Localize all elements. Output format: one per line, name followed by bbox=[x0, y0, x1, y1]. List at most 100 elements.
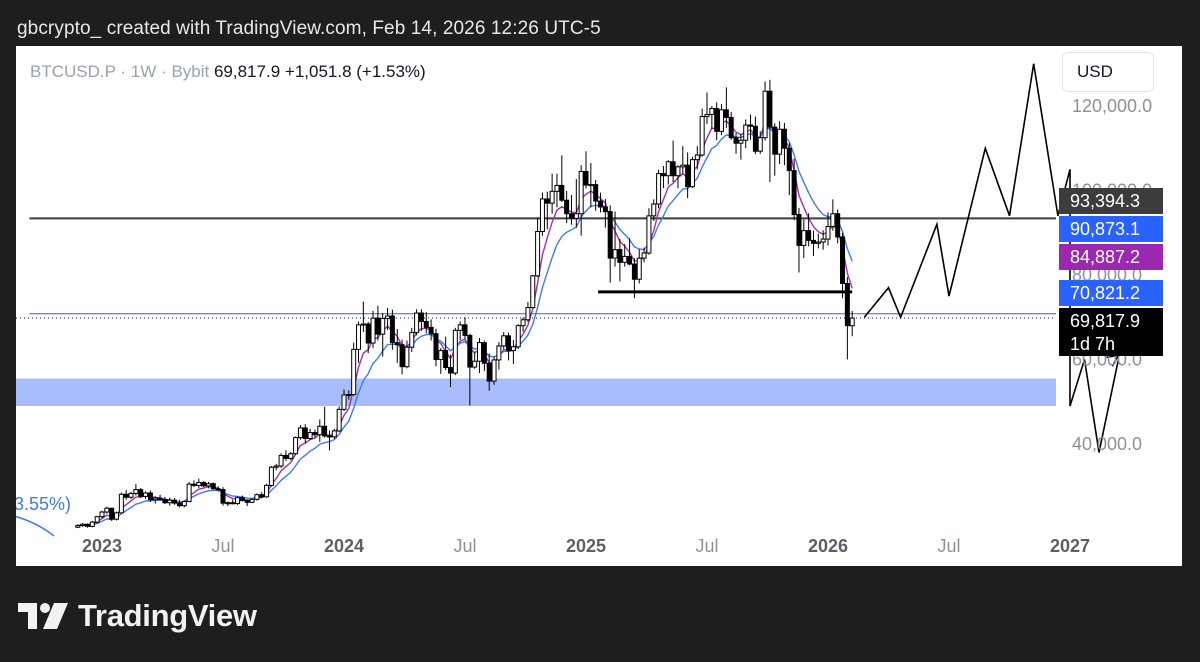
candle[interactable] bbox=[307, 428, 313, 440]
candle[interactable] bbox=[651, 199, 657, 221]
candle[interactable] bbox=[80, 523, 86, 527]
candle[interactable] bbox=[172, 498, 178, 505]
candle[interactable] bbox=[680, 146, 686, 174]
price-tag[interactable]: 70,821.2 bbox=[1059, 280, 1163, 306]
candle[interactable] bbox=[564, 190, 570, 224]
candle[interactable] bbox=[351, 342, 357, 396]
candle[interactable] bbox=[602, 198, 608, 228]
candle[interactable] bbox=[849, 310, 855, 337]
candle[interactable] bbox=[743, 119, 749, 149]
interval-label[interactable]: 1W bbox=[130, 62, 157, 81]
candle[interactable] bbox=[404, 340, 410, 369]
candle[interactable] bbox=[641, 247, 647, 263]
projection-path-main[interactable] bbox=[863, 63, 1071, 406]
candle[interactable] bbox=[535, 217, 541, 278]
candle[interactable] bbox=[293, 436, 299, 455]
candle[interactable] bbox=[322, 406, 328, 438]
candle[interactable] bbox=[810, 230, 816, 256]
candle[interactable] bbox=[84, 523, 90, 528]
candle[interactable] bbox=[399, 339, 405, 375]
candle[interactable] bbox=[636, 249, 642, 284]
candle[interactable] bbox=[118, 492, 124, 514]
candle[interactable] bbox=[733, 133, 739, 154]
candle[interactable] bbox=[506, 332, 512, 361]
candle[interactable] bbox=[114, 511, 120, 521]
candle[interactable] bbox=[259, 492, 265, 499]
candle[interactable] bbox=[375, 305, 381, 341]
candle[interactable] bbox=[544, 191, 550, 230]
candle[interactable] bbox=[840, 232, 846, 299]
candle[interactable] bbox=[719, 103, 725, 136]
candle[interactable] bbox=[728, 111, 734, 140]
candle[interactable] bbox=[631, 258, 637, 299]
candle[interactable] bbox=[467, 333, 473, 406]
candle[interactable] bbox=[525, 302, 531, 322]
candle[interactable] bbox=[297, 424, 303, 440]
candle[interactable] bbox=[157, 494, 163, 501]
candle[interactable] bbox=[210, 482, 216, 490]
candle[interactable] bbox=[486, 353, 492, 391]
candle[interactable] bbox=[389, 309, 395, 350]
candle[interactable] bbox=[215, 486, 221, 492]
candle[interactable] bbox=[549, 173, 555, 214]
price-chart[interactable]: 120,000.0100,000.080,000.060,000.040,000… bbox=[16, 46, 1182, 566]
candle[interactable] bbox=[723, 87, 729, 128]
demand-zone[interactable] bbox=[16, 378, 1056, 406]
candle[interactable] bbox=[341, 389, 347, 412]
candle[interactable] bbox=[356, 321, 362, 363]
candle[interactable] bbox=[675, 165, 681, 189]
candle[interactable] bbox=[225, 501, 231, 507]
candle[interactable] bbox=[777, 121, 783, 164]
candle[interactable] bbox=[123, 490, 129, 500]
candle[interactable] bbox=[249, 498, 255, 504]
candle[interactable] bbox=[568, 195, 574, 225]
candle[interactable] bbox=[627, 238, 633, 266]
symbol-name[interactable]: BTCUSD.P bbox=[30, 62, 116, 81]
candle[interactable] bbox=[491, 356, 497, 385]
candle[interactable] bbox=[443, 336, 449, 371]
candle[interactable] bbox=[75, 524, 81, 529]
candle[interactable] bbox=[457, 321, 463, 341]
projection-path-rebound[interactable] bbox=[1069, 359, 1120, 453]
candle[interactable] bbox=[128, 491, 134, 499]
candle[interactable] bbox=[530, 275, 536, 309]
candle[interactable] bbox=[336, 406, 342, 433]
candle[interactable] bbox=[176, 499, 182, 508]
candle[interactable] bbox=[452, 327, 458, 376]
currency-button[interactable]: USD bbox=[1062, 52, 1154, 92]
candle[interactable] bbox=[772, 123, 778, 176]
candle[interactable] bbox=[757, 131, 763, 154]
candle[interactable] bbox=[694, 146, 700, 170]
candle[interactable] bbox=[394, 329, 400, 363]
price-tag[interactable]: 90,873.1 bbox=[1059, 216, 1163, 242]
candle[interactable] bbox=[283, 450, 289, 461]
candle[interactable] bbox=[196, 478, 202, 488]
candle[interactable] bbox=[423, 312, 429, 334]
candle[interactable] bbox=[273, 463, 279, 471]
candle[interactable] bbox=[317, 419, 323, 442]
candle[interactable] bbox=[288, 452, 294, 461]
candle[interactable] bbox=[752, 116, 758, 155]
candle[interactable] bbox=[104, 506, 110, 514]
candle[interactable] bbox=[205, 482, 211, 489]
price-tag[interactable]: 84,887.2 bbox=[1059, 244, 1163, 270]
candle[interactable] bbox=[230, 499, 236, 505]
candle[interactable] bbox=[167, 497, 173, 506]
price-tag[interactable]: 69,817.9 1d 7h bbox=[1059, 308, 1163, 356]
candle[interactable] bbox=[714, 102, 720, 141]
candle[interactable] bbox=[302, 424, 308, 444]
candle[interactable] bbox=[501, 332, 507, 349]
candle[interactable] bbox=[186, 482, 192, 503]
candle[interactable] bbox=[244, 499, 250, 507]
candle[interactable] bbox=[346, 390, 352, 400]
candle[interactable] bbox=[385, 307, 391, 330]
candle[interactable] bbox=[598, 192, 604, 213]
price-tag[interactable]: 93,394.3 bbox=[1059, 188, 1163, 214]
candle[interactable] bbox=[409, 327, 415, 352]
candle[interactable] bbox=[365, 321, 371, 354]
candle[interactable] bbox=[539, 192, 545, 236]
candle[interactable] bbox=[767, 79, 773, 183]
candle[interactable] bbox=[738, 133, 744, 160]
candle[interactable] bbox=[109, 507, 115, 521]
candle[interactable] bbox=[360, 301, 366, 333]
